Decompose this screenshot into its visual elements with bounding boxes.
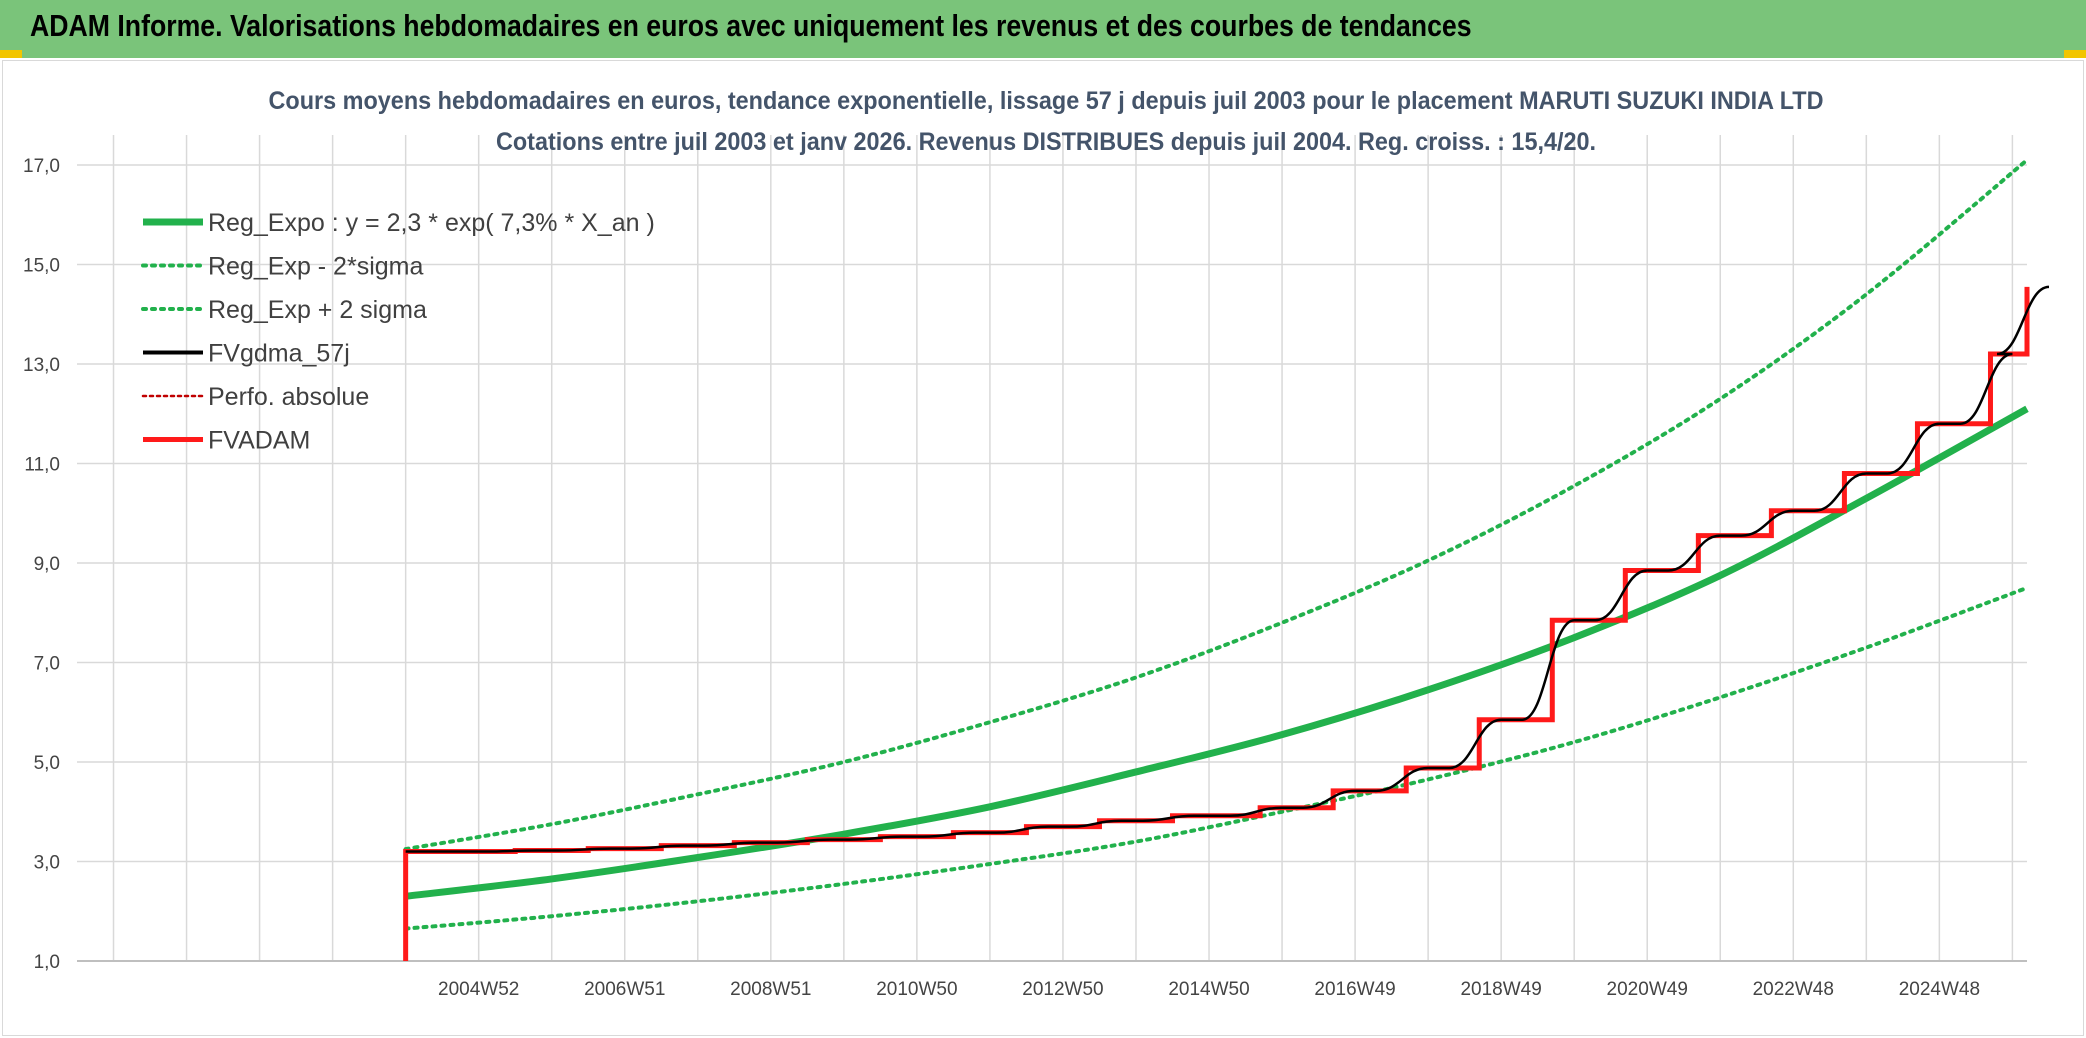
series-reg-expo <box>405 405 2029 900</box>
y-tick-label: 1,0 <box>34 952 60 973</box>
series-reg-minus-2sigma <box>403 585 2029 931</box>
y-tick-label: 5,0 <box>34 753 60 774</box>
x-tick-label: 2014W50 <box>1168 979 1249 1000</box>
y-tick-label: 13,0 <box>23 355 60 376</box>
x-tick-label: 2022W48 <box>1753 979 1834 1000</box>
series-reg-plus-2sigma <box>403 158 2029 852</box>
legend-fvgdma-label: FVgdma_57j <box>208 340 350 368</box>
legend-reg-minus-label: Reg_Exp - 2*sigma <box>208 253 423 281</box>
y-tick-label: 15,0 <box>23 256 60 277</box>
chart-series <box>403 158 2050 961</box>
y-tick-label: 11,0 <box>24 455 60 476</box>
x-tick-label: 2008W51 <box>730 979 811 1000</box>
legend-reg-plus-label: Reg_Exp + 2 sigma <box>208 296 427 324</box>
series-fvgdma <box>405 285 2050 853</box>
x-axis-ticks: 2004W52 2006W51 2008W51 2010W50 2012W50 2014W… <box>438 979 1980 1000</box>
legend-perfo-label: Perfo. absolue <box>208 383 369 411</box>
y-tick-label: 17,0 <box>23 156 60 177</box>
report-banner: ADAM Informe. Valorisations hebdomadaire… <box>0 0 2086 60</box>
x-tick-label: 2012W50 <box>1022 979 1103 1000</box>
x-tick-label: 2004W52 <box>438 979 519 1000</box>
report-title: ADAM Informe. Valorisations hebdomadaire… <box>30 8 1472 43</box>
x-tick-label: 2020W49 <box>1607 979 1688 1000</box>
legend-fvadam-label: FVADAM <box>208 427 310 455</box>
y-axis-ticks: 1,0 3,0 5,0 7,0 9,0 11,0 13,0 15,0 17,0 <box>23 156 60 973</box>
chart-legend: Reg_Expo : y = 2,3 * exp( 7,3% * X_an ) R… <box>141 209 655 455</box>
y-tick-label: 7,0 <box>34 654 60 675</box>
y-tick-label: 9,0 <box>34 554 60 575</box>
chart-grid <box>77 135 2027 962</box>
chart-title: Cours moyens hebdomadaires en euros, ten… <box>269 87 1824 115</box>
x-tick-label: 2018W49 <box>1460 979 1541 1000</box>
corner-marker-right <box>2064 50 2086 58</box>
chart-frame <box>2 60 2084 1036</box>
y-tick-label: 3,0 <box>34 853 60 874</box>
x-tick-label: 2010W50 <box>876 979 957 1000</box>
series-fvadam <box>403 286 2030 961</box>
legend-reg-expo-label: Reg_Expo : y = 2,3 * exp( 7,3% * X_an ) <box>208 209 655 237</box>
corner-marker-left <box>0 50 22 58</box>
chart-subtitle: Cotations entre juil 2003 et janv 2026. … <box>496 128 1596 156</box>
x-tick-label: 2006W51 <box>584 979 665 1000</box>
x-tick-label: 2016W49 <box>1314 979 1395 1000</box>
x-tick-label: 2024W48 <box>1899 979 1980 1000</box>
